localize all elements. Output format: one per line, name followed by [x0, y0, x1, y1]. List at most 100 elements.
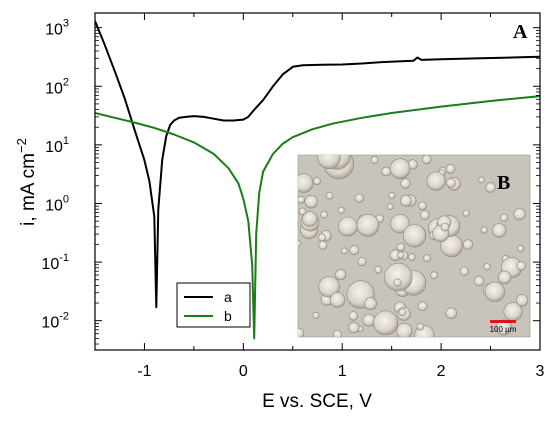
pit [317, 233, 326, 242]
pit [459, 266, 469, 276]
pit [373, 310, 399, 336]
pit [298, 173, 314, 193]
pit [478, 176, 485, 184]
curves-layer [95, 20, 540, 340]
x-tick-label: -1 [137, 363, 151, 380]
pit [317, 155, 341, 169]
pit [397, 251, 405, 259]
pit [381, 166, 392, 177]
y-tick-label: 103 [45, 18, 69, 39]
pit [362, 313, 376, 327]
panel-label: A [513, 21, 528, 43]
pit [396, 322, 413, 337]
pit [348, 311, 359, 321]
pit [495, 319, 512, 336]
pit [416, 322, 425, 331]
x-tick-label: 1 [338, 363, 347, 380]
pit [312, 311, 320, 319]
x-tick-label: 3 [536, 363, 545, 380]
y-tick-label: 10-2 [41, 311, 69, 332]
pit [517, 245, 525, 253]
inset-label: B [497, 172, 510, 194]
pit [480, 226, 488, 234]
y-tick-label: 10-1 [41, 252, 69, 273]
pit [483, 263, 491, 271]
pit [400, 178, 411, 189]
pit [445, 164, 456, 174]
pit [388, 192, 396, 200]
scale-bar [490, 320, 516, 323]
y-axis-title-base: i, mA cm [18, 153, 39, 226]
pit [298, 195, 305, 204]
tick-marks [94, 13, 541, 350]
x-tick-label: 2 [437, 363, 446, 380]
pit [304, 195, 318, 209]
pit [516, 261, 526, 271]
pit [430, 271, 438, 280]
pit [298, 207, 307, 216]
pit [357, 256, 367, 266]
pit [398, 308, 407, 317]
y-axis-title: i, mA cm−2 [14, 138, 39, 226]
pit [374, 265, 382, 274]
pit [485, 182, 496, 193]
x-axis-title: E vs. SCE, V [262, 391, 372, 412]
pit [402, 224, 427, 248]
pit [446, 178, 456, 188]
x-tick-label: 0 [239, 363, 248, 380]
pit [513, 208, 526, 221]
pit [418, 201, 427, 211]
y-tick-label: 101 [45, 135, 69, 156]
y-tick-label: 100 [45, 193, 69, 214]
pit [445, 307, 458, 320]
pit [426, 171, 446, 191]
pit [337, 216, 358, 237]
pit [492, 223, 507, 238]
pit [421, 155, 432, 165]
pit [393, 278, 402, 287]
legend-label-b: b [224, 308, 232, 324]
pit [302, 211, 318, 227]
pit [354, 193, 364, 203]
pit [462, 239, 474, 250]
pit [340, 247, 348, 255]
legend-label-a: a [224, 289, 232, 305]
legend: a b [176, 282, 251, 328]
pit [408, 253, 416, 261]
plot-frame [94, 12, 541, 351]
pit [386, 203, 394, 210]
pit [332, 329, 343, 337]
pit [396, 243, 405, 252]
pit [423, 254, 431, 263]
pit [473, 275, 485, 287]
pit [298, 240, 302, 247]
pit [364, 297, 377, 311]
series-line-b [95, 95, 540, 340]
pit [318, 240, 328, 250]
pit [420, 210, 430, 220]
scale-bar-label: 100 µm [490, 325, 517, 334]
pit [370, 156, 379, 164]
pit [497, 270, 512, 284]
pit [356, 213, 380, 237]
pit [384, 262, 413, 292]
pit [515, 294, 529, 307]
pit [320, 210, 328, 219]
pit [329, 292, 346, 308]
inset-micrograph: B 100 µm [297, 154, 531, 338]
pit [349, 245, 360, 255]
series-line-a [95, 20, 540, 309]
pit [337, 206, 345, 214]
pit [484, 281, 505, 302]
pit [313, 177, 321, 186]
pit [298, 327, 305, 337]
pit [417, 301, 428, 312]
pit [335, 269, 347, 281]
x-tick-labels: -1 0 1 2 3 [137, 363, 544, 380]
pit [440, 222, 450, 232]
pit [325, 191, 334, 200]
pit [390, 214, 410, 234]
pit [389, 158, 411, 179]
pit [348, 322, 360, 334]
